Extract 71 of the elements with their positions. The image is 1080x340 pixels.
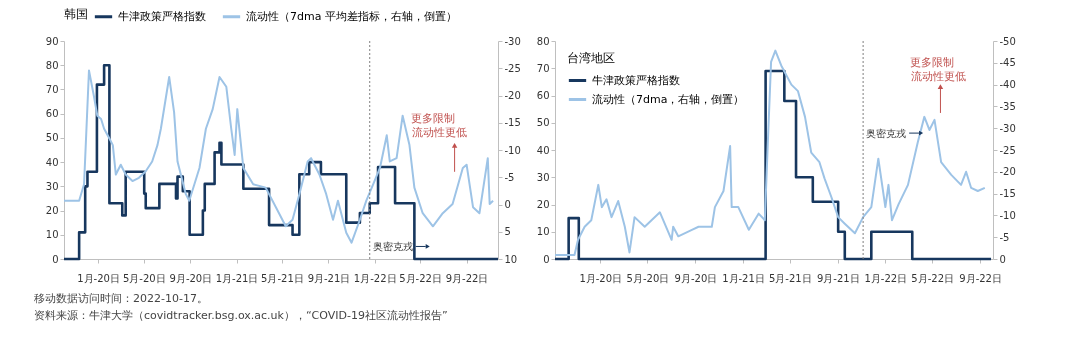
ref-line-label: 奥密克戎 <box>866 128 907 140</box>
x-tick-label: 1月-20日 <box>579 272 623 284</box>
y-tick-label: 40 <box>45 156 59 168</box>
y-tick-label: 60 <box>536 90 550 101</box>
y2-tick-label: -20 <box>504 90 521 101</box>
x-tick-label: 9月-21日 <box>816 272 860 284</box>
y2-tick-label: -35 <box>999 100 1016 112</box>
x-tick-label: 9月-20日 <box>674 272 718 284</box>
y2-tick-label: -10 <box>504 144 521 156</box>
y2-tick-label: -45 <box>999 57 1016 69</box>
x-tick-label: 1月-20日 <box>77 272 120 284</box>
legend-title: 韩国 <box>64 7 88 21</box>
y-tick-label: 10 <box>45 229 59 241</box>
text: 资料来源：牛津大学（covidtracker.bsg.ox.ac.uk），“COVID-19社区流动性报告” <box>34 308 448 324</box>
x-tick-label: 1月-22日 <box>353 272 397 284</box>
x-tick-label: 9月-21日 <box>307 272 351 284</box>
y-tick-label: 0 <box>543 253 550 265</box>
x-tick-label: 9月-22日 <box>445 272 489 284</box>
y-tick-label: 30 <box>536 171 550 183</box>
x-tick-label: 5月-22日 <box>399 272 442 284</box>
y2-tick-label: -40 <box>999 79 1016 91</box>
y2-tick-label: 10 <box>504 253 518 265</box>
legend-label: 牛津政策严格指数 <box>592 73 680 87</box>
annotation: 流动性更低 <box>411 126 467 140</box>
y-tick-label: 40 <box>536 144 550 156</box>
x-tick-label: 5月-21日 <box>261 272 304 284</box>
y-tick-label: 20 <box>536 199 550 210</box>
annotation: 更多限制 <box>909 55 954 69</box>
y-tick-label: 50 <box>45 132 59 144</box>
y-tick-label: 70 <box>536 62 550 74</box>
y2-tick-label: -15 <box>504 117 521 129</box>
y2-tick-label: -30 <box>999 122 1016 134</box>
y-tick-label: 80 <box>45 59 59 71</box>
y2-tick-label: 5 <box>504 226 511 238</box>
y-tick-label: 10 <box>536 226 550 238</box>
y-tick-label: 30 <box>45 180 59 192</box>
y-tick-label: 80 <box>536 35 550 47</box>
y-tick-label: 20 <box>45 205 59 217</box>
text: 移动数据访问时间：2022-10-17。 <box>34 291 208 307</box>
y-tick-label: 0 <box>52 253 59 265</box>
ref-line-label: 奥密克戎 <box>372 241 413 253</box>
y-tick-label: 70 <box>45 83 59 95</box>
legend-label: 流动性（7dma，右轴，倒置） <box>592 92 745 106</box>
legend-label: 流动性（7dma 平均差指标，右轴，倒置） <box>246 9 457 23</box>
y2-tick-label: 0 <box>999 253 1006 265</box>
x-tick-label: 5月-22日 <box>911 272 955 284</box>
legend-title: 台湾地区 <box>567 51 615 65</box>
x-tick-label: 9月-20日 <box>169 272 213 284</box>
y2-tick-label: -10 <box>999 209 1016 221</box>
y-tick-label: 60 <box>45 108 59 120</box>
y2-tick-label: -25 <box>999 144 1016 156</box>
y2-tick-label: -30 <box>504 35 521 47</box>
y2-tick-label: -5 <box>999 231 1010 243</box>
x-tick-label: 1月-21日 <box>722 272 765 284</box>
x-tick-label: 1月-21日 <box>215 272 259 284</box>
y2-tick-label: -50 <box>999 35 1016 47</box>
x-tick-label: 1月-22日 <box>864 272 908 284</box>
x-tick-label: 5月-21日 <box>768 272 812 284</box>
x-tick-label: 9月-22日 <box>959 272 1002 284</box>
y-tick-label: 90 <box>45 35 59 47</box>
annotation: 更多限制 <box>410 112 455 126</box>
y2-tick-label: -20 <box>999 166 1016 178</box>
y2-tick-label: -5 <box>504 171 515 183</box>
x-tick-label: 5月-20日 <box>626 272 670 284</box>
legend-label: 牛津政策严格指数 <box>118 9 206 23</box>
y-tick-label: 50 <box>536 117 550 129</box>
annotation: 流动性更低 <box>910 69 966 83</box>
y2-tick-label: 0 <box>504 199 511 210</box>
y2-tick-label: -15 <box>999 188 1016 200</box>
y2-tick-label: -25 <box>504 62 521 74</box>
x-tick-label: 5月-20日 <box>122 272 166 284</box>
